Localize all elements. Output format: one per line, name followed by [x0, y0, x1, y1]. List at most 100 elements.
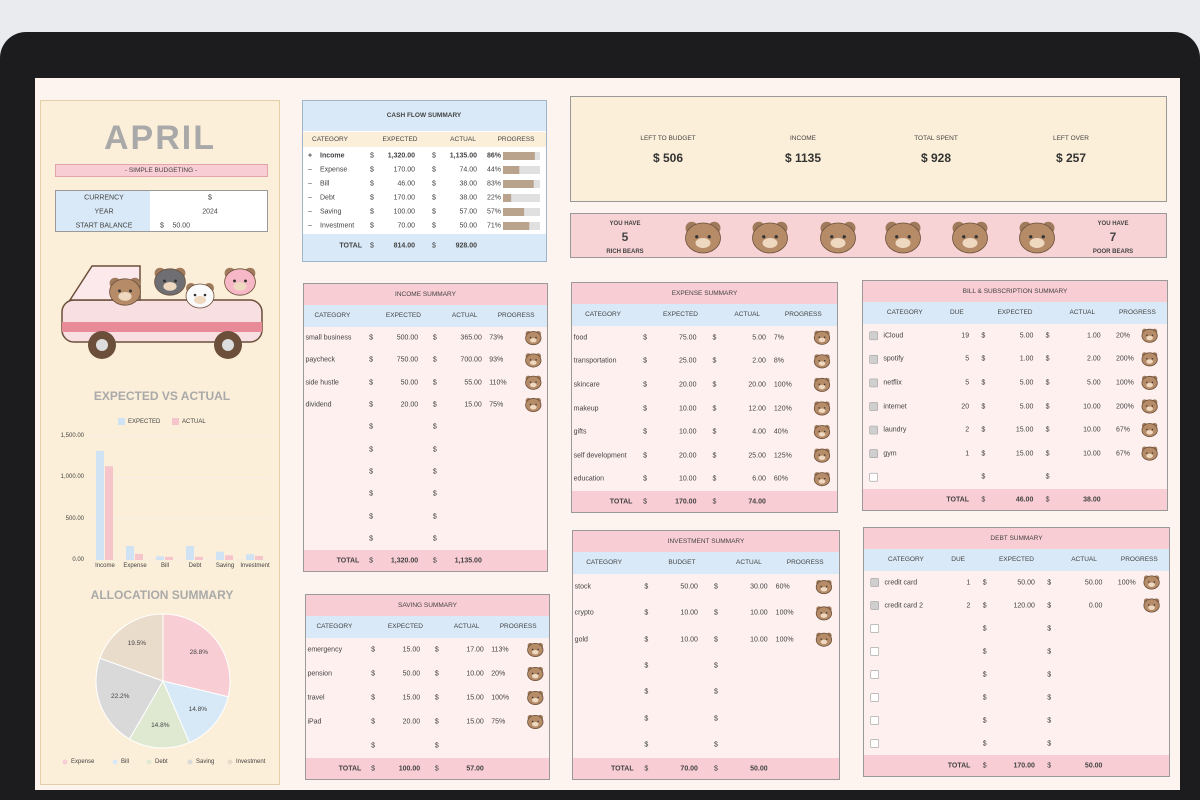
bear-muzzle: [1146, 430, 1153, 435]
due: 1: [966, 579, 971, 586]
overview-label: TOTAL SPENT: [914, 134, 958, 142]
currency-sign: $: [643, 405, 647, 412]
bear-eye: [529, 359, 532, 361]
expected: 20.00: [678, 452, 697, 460]
total-actual: 50.00: [1084, 762, 1103, 770]
bear-muzzle: [818, 361, 826, 366]
bear-eye: [818, 477, 820, 480]
currency-sign: $: [432, 401, 437, 409]
bear-muzzle: [530, 405, 537, 410]
overview-label: LEFT TO BUDGET: [640, 134, 696, 142]
currency-sign: $: [712, 405, 717, 412]
category: small business: [305, 334, 352, 342]
overview-value: $ 1135: [784, 151, 822, 165]
currency-sign: $: [1047, 648, 1052, 655]
currency-sign: $: [432, 379, 437, 387]
column-header: [864, 549, 1169, 571]
overview-value: $ 257: [1055, 151, 1087, 165]
expected: 170.00: [393, 194, 415, 202]
bear-muzzle: [532, 722, 539, 727]
currency-sign: $: [434, 670, 439, 678]
progress: 73%: [489, 334, 504, 342]
column-label: EXPECTED: [382, 135, 418, 143]
currency-sign: $: [432, 557, 437, 565]
bear-eye: [830, 235, 834, 239]
currency-sign: $: [1047, 762, 1052, 770]
expected: 10.00: [680, 636, 698, 644]
legend-swatch: [227, 759, 233, 765]
actual: 38.00: [459, 194, 477, 202]
setting-label: YEAR: [94, 208, 114, 216]
column-label: CATEGORY: [316, 622, 353, 630]
progress: 100%: [773, 381, 792, 389]
currency-sign: $: [981, 496, 986, 504]
bear-head: [815, 632, 833, 647]
bear-head: [527, 691, 544, 706]
column-label: EXPECTED: [998, 555, 1035, 563]
due: 20: [961, 403, 970, 410]
title-band: [303, 101, 546, 131]
panel-title: INCOME SUMMARY: [395, 290, 456, 298]
expected: 15.00: [1015, 426, 1034, 434]
legend-swatch: [146, 759, 152, 765]
bear-head: [1141, 375, 1158, 390]
checkbox: [869, 402, 879, 411]
row-marker: –: [308, 180, 312, 188]
bear-head: [1143, 575, 1160, 590]
row-marker: +: [308, 152, 313, 160]
column-label: PROGRESS: [497, 311, 535, 319]
bear-muzzle: [818, 384, 826, 390]
currency-sign: $: [1045, 379, 1050, 387]
expected: 100.00: [393, 208, 415, 216]
progress: 75%: [491, 718, 506, 726]
progress-track: [503, 194, 540, 202]
row-marker: –: [308, 166, 312, 174]
bear-eye: [774, 235, 778, 239]
currency-sign: $: [369, 446, 374, 454]
bear-eye: [1151, 405, 1154, 407]
chart-title: ALLOCATION SUMMARY: [90, 588, 234, 602]
bear-eye: [824, 454, 826, 456]
currency-sign: $: [369, 535, 374, 543]
currency-sign: $: [643, 428, 647, 436]
currency-sign: $: [370, 242, 374, 250]
expected: 20.00: [678, 381, 697, 389]
progress-fill: [503, 180, 534, 188]
bear-eye: [825, 612, 828, 614]
bear-muzzle: [818, 408, 826, 413]
expected: 50.00: [1017, 579, 1035, 586]
currency-sign: $: [371, 765, 376, 773]
total-actual: 1,135.00: [454, 557, 482, 565]
total-expected: 1,320.00: [390, 557, 419, 565]
checkbox: [870, 647, 880, 656]
total-expected: 46.00: [1015, 496, 1034, 504]
expected: 10.00: [680, 609, 698, 617]
legend-label: Investment: [236, 759, 266, 765]
bear-eye: [174, 279, 177, 283]
column-label: BUDGET: [668, 558, 696, 566]
column-header: [572, 304, 837, 326]
currency-sign: $: [370, 208, 374, 216]
bear-eye: [1153, 604, 1156, 606]
pie-slice: [162, 613, 231, 698]
category: credit card 2: [884, 602, 924, 609]
column-label: DUE: [951, 555, 966, 563]
bear-eye: [537, 648, 539, 651]
expected: 25.00: [678, 357, 697, 365]
actual: 5.00: [752, 334, 766, 342]
actual: 1,135.00: [449, 152, 477, 160]
subtitle: - SIMPLE BUDGETING -: [124, 166, 198, 174]
checkbox: [869, 378, 879, 388]
column-label: PROGRESS: [1120, 555, 1158, 563]
slice-label: 14.8%: [151, 722, 170, 730]
currency-sign: $: [1045, 332, 1050, 340]
setting-label: CURRENCY: [84, 194, 124, 202]
row-marker: –: [308, 208, 312, 216]
column-label: ACTUAL: [451, 311, 478, 319]
bears-label: YOU HAVE: [609, 221, 641, 227]
bar: [246, 554, 254, 560]
panel-title: BILL & SUBSCRIPTION SUMMARY: [962, 287, 1068, 295]
currency-sign: $: [714, 715, 718, 723]
row-category: Expense: [320, 166, 348, 174]
currency-sign: $: [1045, 426, 1050, 434]
